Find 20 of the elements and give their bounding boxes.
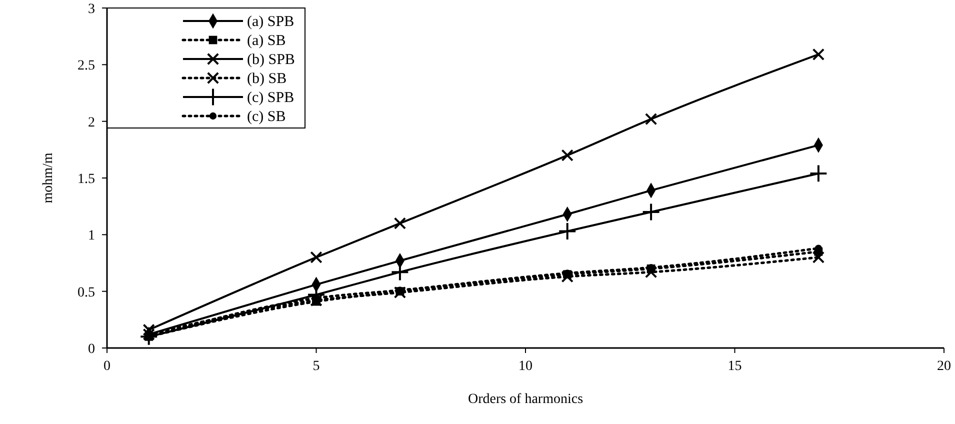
y-tick-label: 1 — [88, 228, 95, 244]
x-tick-label: 15 — [728, 359, 742, 374]
legend-label: (c) SPB — [247, 90, 294, 106]
x-tick-label: 5 — [312, 359, 320, 374]
y-tick-label: 0 — [88, 342, 95, 357]
x-axis-title: Orders of harmonics — [468, 392, 584, 407]
y-tick-label: 2 — [88, 115, 95, 130]
y-tick-label: 3 — [88, 2, 95, 17]
legend-label: (a) SPB — [247, 14, 294, 30]
legend-label: (b) SPB — [247, 52, 295, 68]
legend-label: (a) SB — [247, 33, 286, 49]
x-tick-label: 20 — [937, 359, 951, 374]
y-axis-title: mohm/m — [41, 152, 56, 204]
x-tick-label: 10 — [518, 359, 532, 374]
y-tick-label: 2.5 — [78, 58, 95, 74]
legend-label: (c) SB — [247, 109, 286, 125]
y-tick-label: 1.5 — [78, 172, 95, 187]
y-tick-label: 0.5 — [78, 285, 95, 300]
x-tick-label: 0 — [104, 359, 110, 374]
legend-label: (b) SB — [247, 71, 287, 87]
